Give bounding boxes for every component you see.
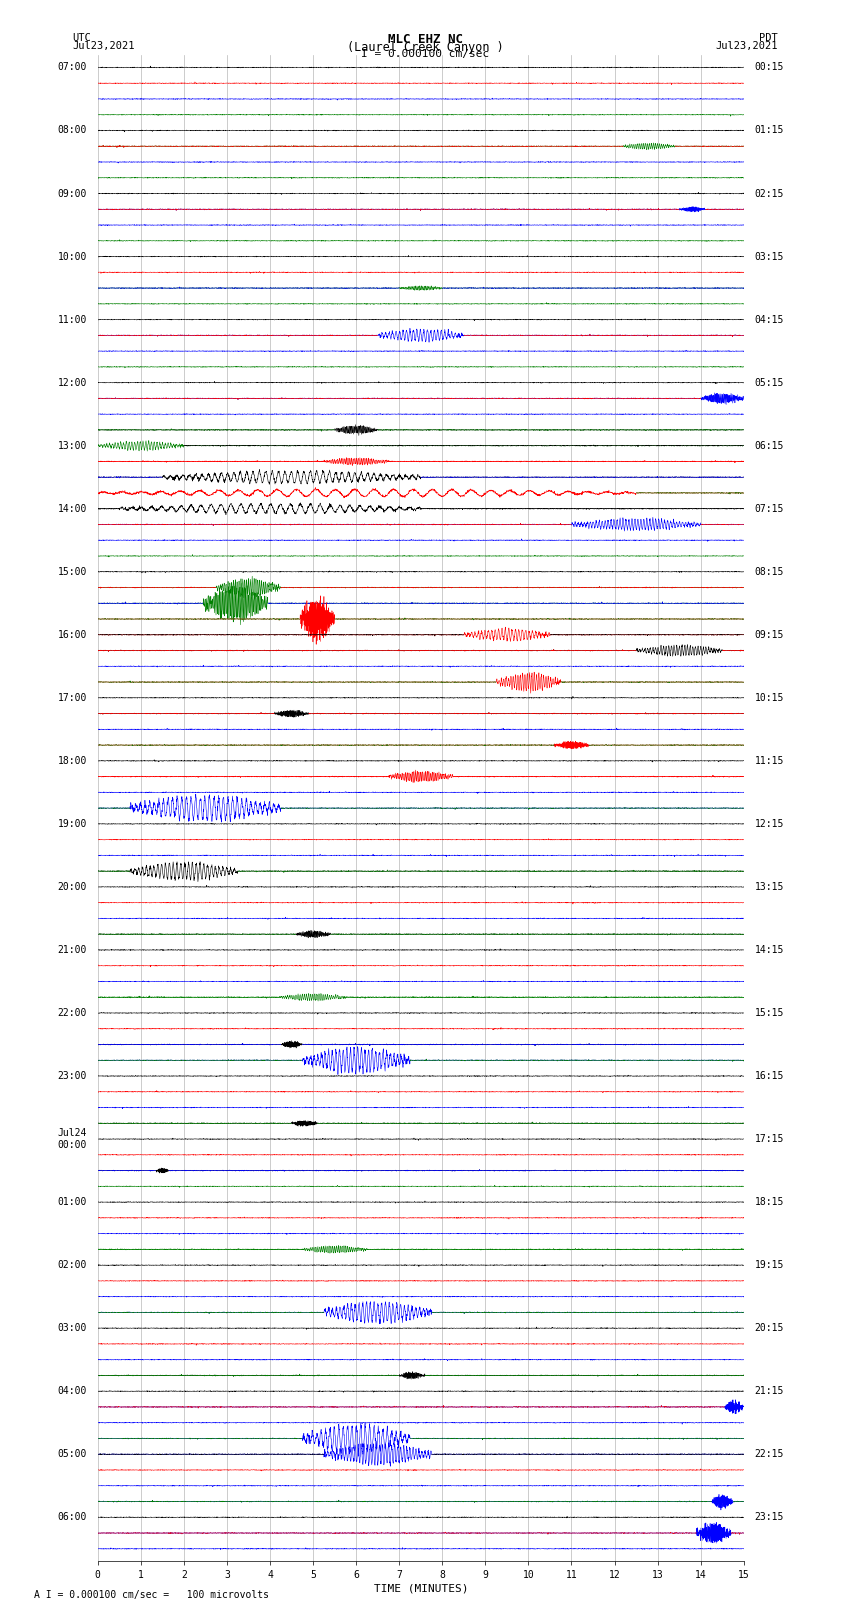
Text: 14:15: 14:15 <box>755 945 784 955</box>
Text: 11:15: 11:15 <box>755 756 784 766</box>
Text: 05:15: 05:15 <box>755 377 784 387</box>
Text: PDT: PDT <box>759 32 778 44</box>
Text: 13:00: 13:00 <box>58 440 87 450</box>
Text: Jul23,2021: Jul23,2021 <box>715 40 778 52</box>
Text: 04:15: 04:15 <box>755 315 784 324</box>
Text: 03:00: 03:00 <box>58 1323 87 1334</box>
Text: 06:15: 06:15 <box>755 440 784 450</box>
Text: 15:15: 15:15 <box>755 1008 784 1018</box>
Text: 02:00: 02:00 <box>58 1260 87 1269</box>
Text: 17:00: 17:00 <box>58 694 87 703</box>
Text: 13:15: 13:15 <box>755 882 784 892</box>
Text: 12:15: 12:15 <box>755 819 784 829</box>
Text: 08:00: 08:00 <box>58 126 87 135</box>
Text: 18:15: 18:15 <box>755 1197 784 1207</box>
Text: (Laurel Creek Canyon ): (Laurel Creek Canyon ) <box>347 40 503 55</box>
Text: 10:00: 10:00 <box>58 252 87 261</box>
Text: 20:00: 20:00 <box>58 882 87 892</box>
Text: 00:15: 00:15 <box>755 63 784 73</box>
Text: 16:00: 16:00 <box>58 629 87 640</box>
Text: Jul24
00:00: Jul24 00:00 <box>58 1127 87 1150</box>
Text: 01:00: 01:00 <box>58 1197 87 1207</box>
Text: 04:00: 04:00 <box>58 1386 87 1397</box>
Text: 18:00: 18:00 <box>58 756 87 766</box>
Text: 22:15: 22:15 <box>755 1448 784 1460</box>
Text: 12:00: 12:00 <box>58 377 87 387</box>
Text: MLC EHZ NC: MLC EHZ NC <box>388 32 462 47</box>
Text: 03:15: 03:15 <box>755 252 784 261</box>
Text: 07:00: 07:00 <box>58 63 87 73</box>
X-axis label: TIME (MINUTES): TIME (MINUTES) <box>373 1584 468 1594</box>
Text: Jul23,2021: Jul23,2021 <box>72 40 135 52</box>
Text: 22:00: 22:00 <box>58 1008 87 1018</box>
Text: 15:00: 15:00 <box>58 566 87 577</box>
Text: 07:15: 07:15 <box>755 503 784 513</box>
Text: UTC: UTC <box>72 32 91 44</box>
Text: 19:00: 19:00 <box>58 819 87 829</box>
Text: 02:15: 02:15 <box>755 189 784 198</box>
Text: 21:00: 21:00 <box>58 945 87 955</box>
Text: 09:15: 09:15 <box>755 629 784 640</box>
Text: 08:15: 08:15 <box>755 566 784 577</box>
Text: 17:15: 17:15 <box>755 1134 784 1144</box>
Text: 21:15: 21:15 <box>755 1386 784 1397</box>
Text: 11:00: 11:00 <box>58 315 87 324</box>
Text: 23:15: 23:15 <box>755 1513 784 1523</box>
Text: 23:00: 23:00 <box>58 1071 87 1081</box>
Text: 09:00: 09:00 <box>58 189 87 198</box>
Text: 10:15: 10:15 <box>755 694 784 703</box>
Text: 20:15: 20:15 <box>755 1323 784 1334</box>
Text: A I = 0.000100 cm/sec =   100 microvolts: A I = 0.000100 cm/sec = 100 microvolts <box>34 1590 269 1600</box>
Text: 14:00: 14:00 <box>58 503 87 513</box>
Text: I = 0.000100 cm/sec: I = 0.000100 cm/sec <box>361 50 489 60</box>
Text: 06:00: 06:00 <box>58 1513 87 1523</box>
Text: 16:15: 16:15 <box>755 1071 784 1081</box>
Text: 05:00: 05:00 <box>58 1448 87 1460</box>
Text: 19:15: 19:15 <box>755 1260 784 1269</box>
Text: 01:15: 01:15 <box>755 126 784 135</box>
